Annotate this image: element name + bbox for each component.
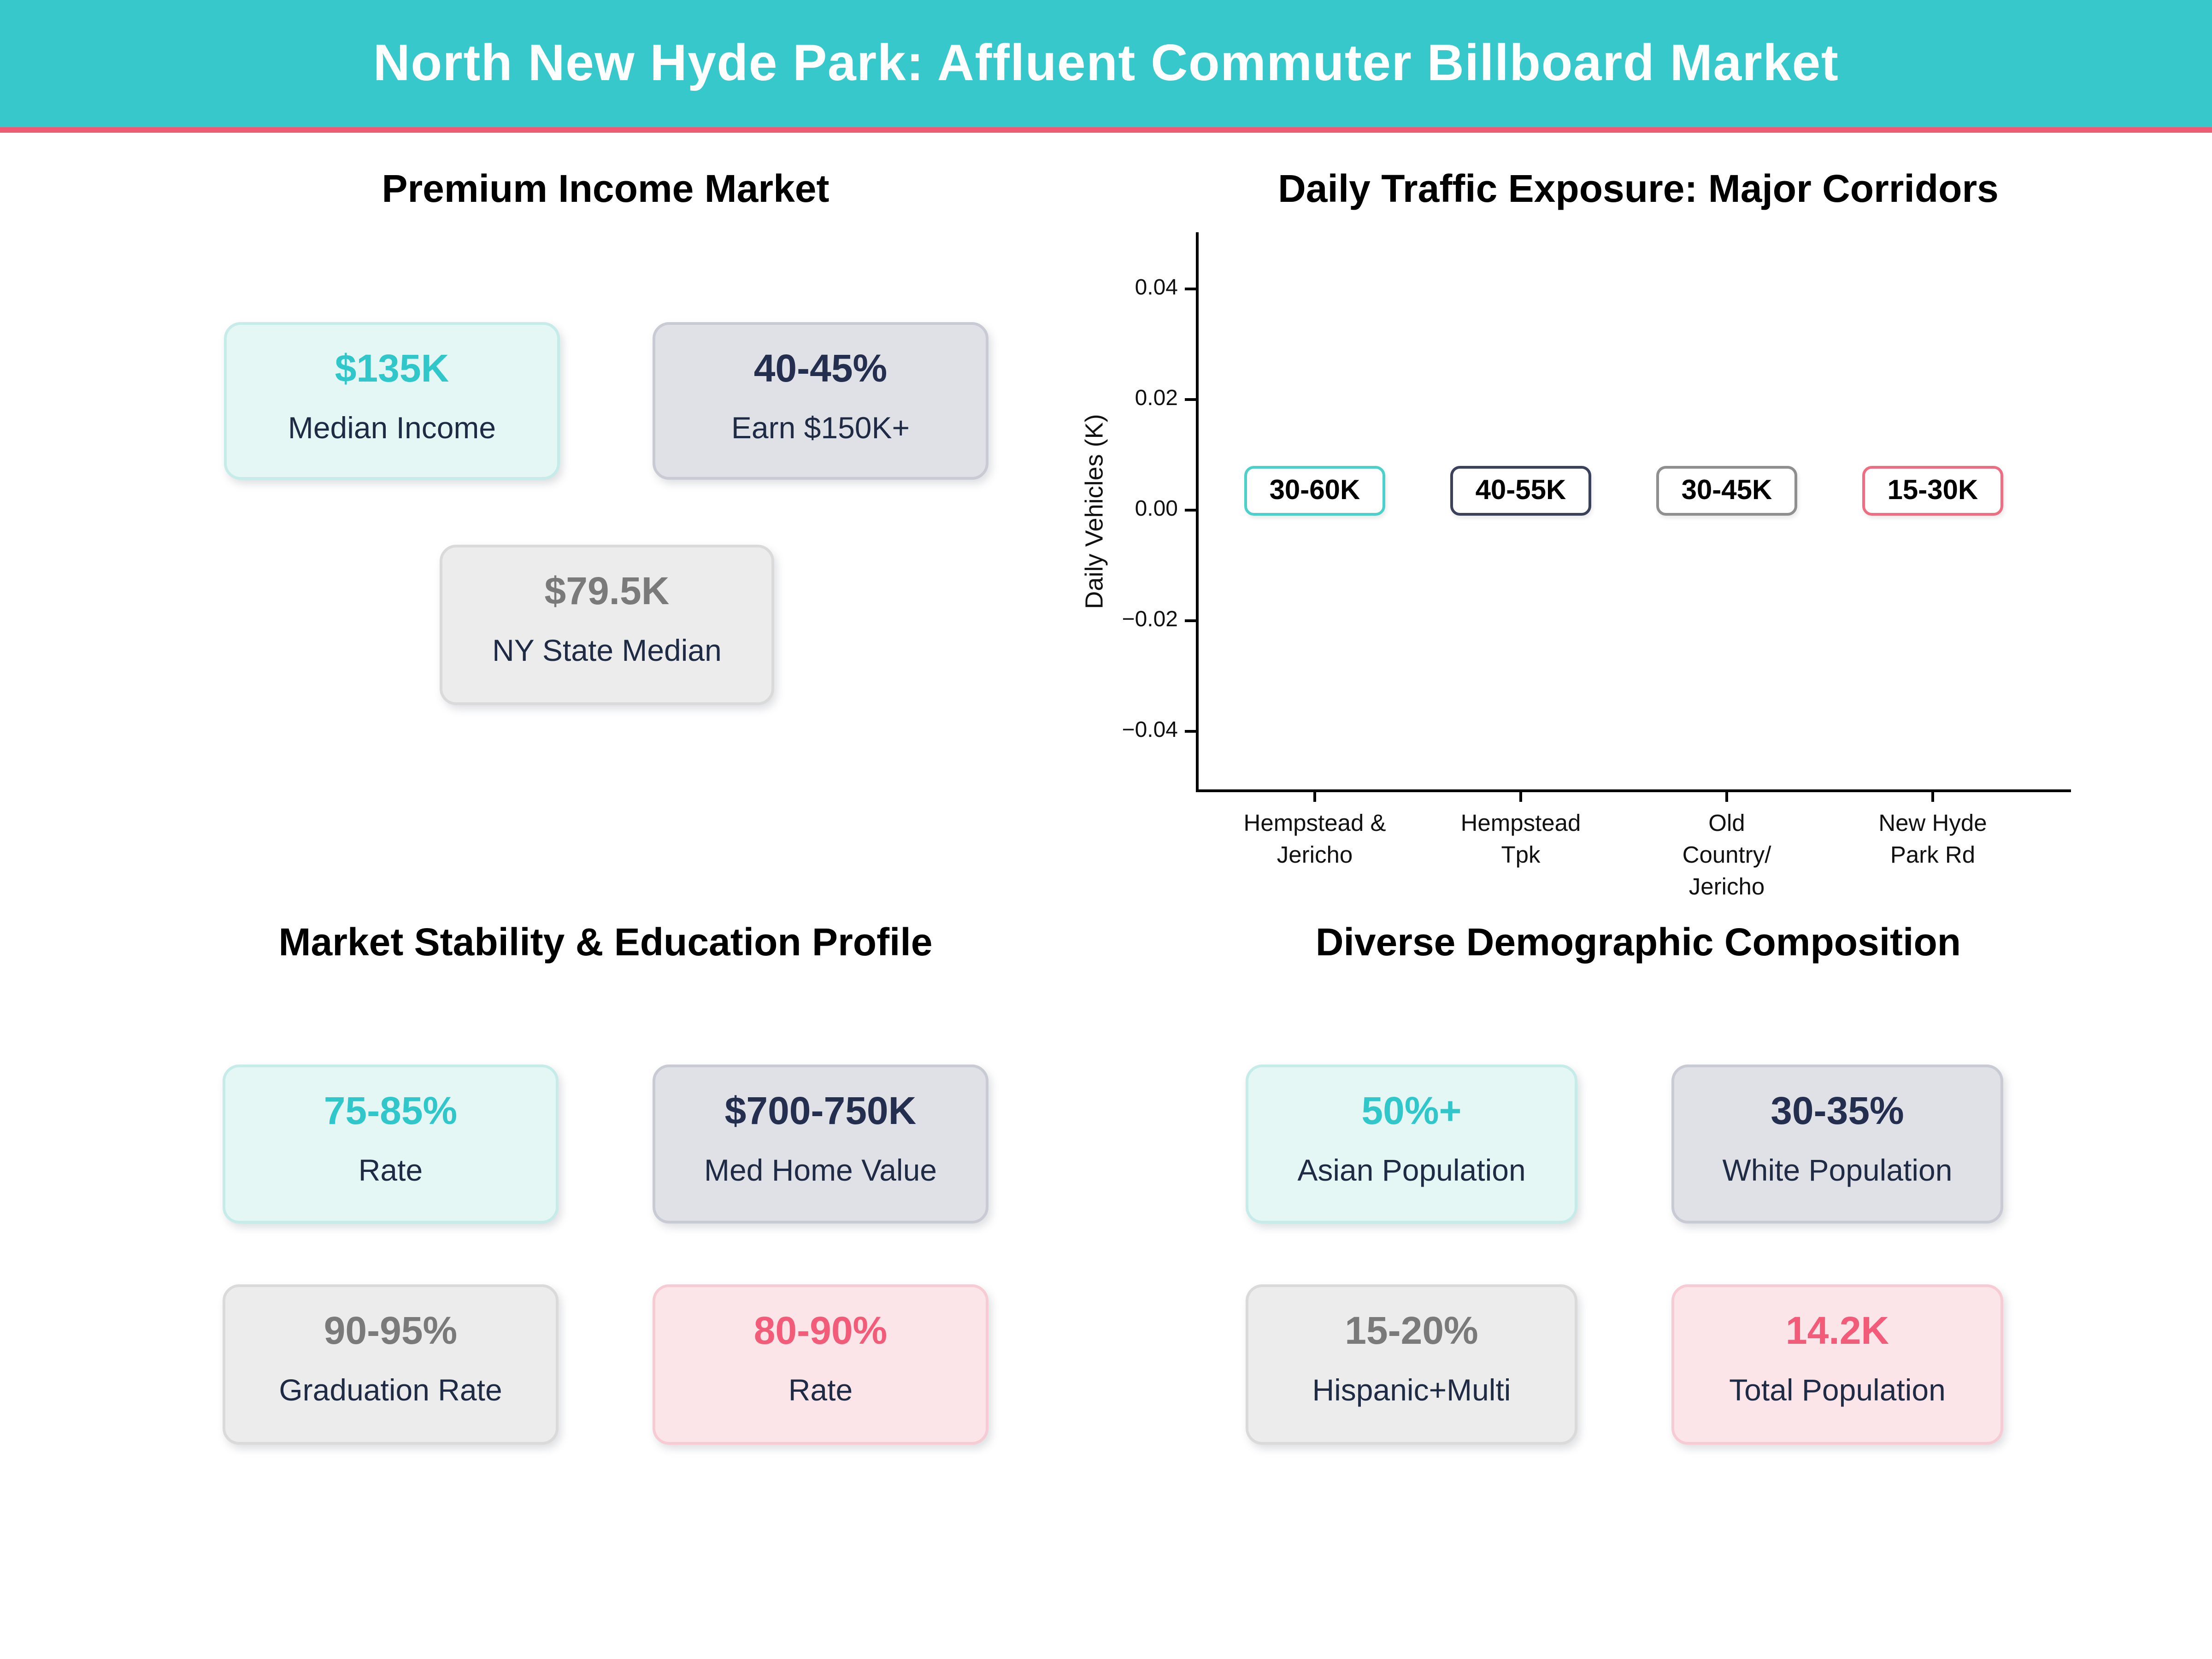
- y-tick-label: 0.00: [1135, 498, 1178, 521]
- x-tick-line: Park Rd: [1890, 842, 1976, 868]
- stat-value: 50%+: [1361, 1089, 1462, 1132]
- x-tick-mark: [1519, 792, 1522, 802]
- banner-accent-strip: [0, 127, 2212, 133]
- section-title-demographics: Diverse Demographic Composition: [1315, 921, 1961, 964]
- demographics-card-total-population: 14.2K Total Population: [1671, 1284, 2003, 1445]
- y-tick-mark: [1185, 619, 1196, 622]
- stat-label: Graduation Rate: [279, 1373, 502, 1407]
- x-tick-line: Hempstead &: [1243, 810, 1386, 836]
- traffic-range-box-3: 30-45K: [1656, 466, 1797, 516]
- section-title-traffic: Daily Traffic Exposure: Major Corridors: [1278, 167, 1999, 210]
- x-tick-mark: [1725, 792, 1728, 802]
- income-card-earn-150k: 40-45% Earn $150K+: [653, 322, 988, 480]
- x-tick-mark: [1313, 792, 1316, 802]
- demographics-card-hispanic-multi: 15-20% Hispanic+Multi: [1246, 1284, 1577, 1445]
- stat-label: Median Income: [288, 411, 496, 445]
- stability-card-rate-75-85: 75-85% Rate: [223, 1065, 559, 1224]
- x-tick-line: Jericho: [1688, 874, 1765, 900]
- income-card-median-income: $135K Median Income: [224, 322, 560, 480]
- section-title-income: Premium Income Market: [382, 167, 830, 210]
- x-tick-label-corridor-2: Hempstead Tpk: [1417, 807, 1624, 871]
- stat-value: 75-85%: [324, 1089, 458, 1132]
- page-title: North New Hyde Park: Affluent Commuter B…: [373, 35, 1839, 91]
- x-tick-line: Tpk: [1501, 842, 1541, 868]
- x-tick-mark: [1931, 792, 1934, 802]
- y-tick-mark: [1185, 288, 1196, 290]
- page-banner: North New Hyde Park: Affluent Commuter B…: [0, 0, 2212, 127]
- stat-label: Total Population: [1729, 1373, 1946, 1407]
- stat-label: NY State Median: [492, 633, 722, 668]
- x-tick-line: Hempstead: [1460, 810, 1581, 836]
- traffic-range-box-2: 40-55K: [1450, 466, 1591, 516]
- x-tick-label-corridor-4: New Hyde Park Rd: [1829, 807, 2036, 871]
- stability-card-graduation-rate: 90-95% Graduation Rate: [223, 1284, 559, 1445]
- stat-label: Rate: [358, 1153, 423, 1188]
- x-tick-line: New Hyde: [1878, 810, 1987, 836]
- stat-value: 30-35%: [1771, 1089, 1904, 1132]
- y-axis-title: Daily Vehicles (K): [1080, 414, 1108, 609]
- x-tick-label-corridor-1: Hempstead & Jericho: [1211, 807, 1418, 871]
- y-tick-label: 0.02: [1135, 387, 1178, 411]
- section-title-stability: Market Stability & Education Profile: [278, 921, 933, 964]
- y-tick-label: −0.04: [1122, 719, 1178, 742]
- y-tick-mark: [1185, 509, 1196, 512]
- stat-value: 40-45%: [753, 347, 888, 390]
- stat-value: 90-95%: [324, 1309, 458, 1352]
- stat-value: $700-750K: [724, 1089, 917, 1132]
- stat-value: $79.5K: [544, 570, 670, 612]
- stat-label: White Population: [1722, 1153, 1953, 1188]
- x-tick-line: Country/: [1682, 842, 1771, 868]
- y-tick-mark: [1185, 398, 1196, 401]
- x-tick-label-corridor-3: Old Country/ Jericho: [1623, 807, 1830, 903]
- stat-value: 80-90%: [753, 1309, 888, 1352]
- x-axis-spine: [1196, 789, 2071, 792]
- stability-card-med-home-value: $700-750K Med Home Value: [653, 1065, 988, 1224]
- traffic-range-box-1: 30-60K: [1244, 466, 1385, 516]
- demographics-card-white-population: 30-35% White Population: [1671, 1065, 2003, 1224]
- stat-label: Rate: [788, 1373, 853, 1407]
- stat-label: Asian Population: [1297, 1153, 1526, 1188]
- y-axis-spine: [1196, 232, 1199, 792]
- stat-label: Earn $150K+: [731, 411, 910, 445]
- stability-card-rate-80-90: 80-90% Rate: [653, 1284, 988, 1445]
- stat-value: 15-20%: [1345, 1309, 1478, 1352]
- traffic-range-box-4: 15-30K: [1862, 466, 2003, 516]
- stat-value: $135K: [335, 347, 449, 390]
- stat-label: Hispanic+Multi: [1312, 1373, 1511, 1407]
- income-card-ny-state-median: $79.5K NY State Median: [440, 545, 774, 705]
- demographics-card-asian-population: 50%+ Asian Population: [1246, 1065, 1577, 1224]
- y-tick-mark: [1185, 730, 1196, 733]
- x-tick-line: Jericho: [1277, 842, 1353, 868]
- stat-value: 14.2K: [1785, 1309, 1889, 1352]
- y-tick-label: −0.02: [1122, 608, 1178, 632]
- y-tick-label: 0.04: [1135, 276, 1178, 300]
- stat-label: Med Home Value: [704, 1153, 937, 1188]
- x-tick-line: Old: [1708, 810, 1745, 836]
